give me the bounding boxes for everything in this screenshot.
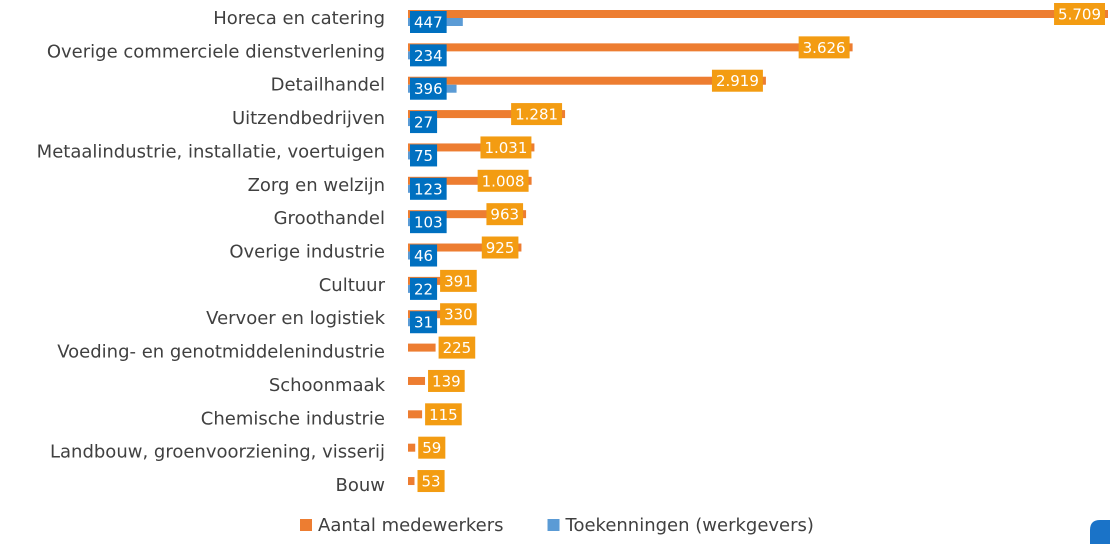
data-label: 2.919 [716, 72, 759, 90]
category-label: Zorg en welzijn [248, 175, 385, 196]
data-label: 75 [414, 147, 433, 165]
data-label-box [511, 103, 563, 126]
category-label: Bouw [336, 475, 386, 496]
data-label: 115 [429, 406, 458, 424]
category-label: Metaalindustrie, installatie, voertuigen [37, 141, 385, 162]
data-label-box [486, 203, 524, 226]
bar [408, 143, 535, 152]
data-label: 27 [414, 114, 433, 132]
data-label: 139 [432, 372, 461, 390]
bar [408, 176, 532, 185]
bar [408, 443, 416, 452]
bar [408, 284, 411, 293]
data-label: 963 [490, 206, 519, 224]
category-label: Landbouw, groenvoorziening, visserij [50, 442, 385, 463]
data-label: 447 [414, 14, 443, 32]
category-label: Groothandel [274, 208, 385, 229]
category-label: Overige industrie [229, 242, 385, 263]
data-label: 391 [444, 272, 473, 290]
data-label-box [410, 244, 438, 267]
data-label-box [711, 69, 763, 92]
data-label-box [410, 44, 447, 67]
data-label-box [410, 277, 438, 300]
category-label: Vervoer en logistiek [206, 308, 385, 329]
bar [408, 410, 423, 419]
data-label: 59 [422, 439, 441, 457]
data-label: 46 [414, 247, 433, 265]
bar [408, 43, 853, 52]
category-label: Chemische industrie [201, 408, 385, 429]
legend-swatch [547, 519, 560, 531]
bar [408, 376, 426, 385]
data-label: 225 [443, 339, 472, 357]
data-label: 1.008 [482, 172, 525, 190]
data-label: 31 [414, 314, 433, 332]
data-label: 3.626 [803, 39, 846, 57]
bar [408, 343, 436, 352]
data-label-box [428, 369, 465, 392]
category-label: Schoonmaak [269, 375, 386, 396]
legend-label: Aantal medewerkers [318, 515, 504, 536]
category-label: Voeding- en genotmiddelenindustrie [57, 342, 385, 363]
data-label: 22 [414, 280, 433, 298]
category-label: Uitzendbedrijven [232, 108, 385, 129]
bar [408, 477, 415, 486]
category-label: Horeca en catering [213, 8, 385, 29]
data-label-box [481, 236, 519, 259]
data-label-box [425, 403, 462, 426]
data-label-box [410, 11, 447, 33]
data-label: 53 [421, 473, 440, 491]
bar [408, 210, 527, 219]
data-label: 5.709 [1058, 6, 1101, 24]
data-label-box [410, 211, 447, 234]
data-label: 1.031 [484, 139, 527, 157]
data-label-box [438, 336, 476, 359]
legend-label: Toekenningen (werkgevers) [565, 515, 814, 536]
data-label-box [798, 36, 850, 59]
data-label-box [440, 303, 477, 326]
bar [408, 118, 412, 127]
data-label: 396 [414, 80, 443, 98]
category-label: Overige commerciele dienstverlening [47, 41, 385, 62]
bar [408, 110, 566, 119]
bar [408, 318, 412, 327]
data-label-box [480, 136, 532, 159]
category-label: Cultuur [319, 275, 386, 296]
data-label-box [410, 144, 438, 167]
data-label: 103 [414, 214, 443, 232]
data-label: 330 [444, 306, 473, 324]
data-label: 123 [414, 180, 443, 198]
bar [408, 243, 522, 252]
data-label: 234 [414, 47, 443, 65]
data-label-box [417, 470, 445, 493]
data-label-box [477, 169, 529, 192]
legend-swatch [300, 519, 312, 531]
bar [408, 76, 766, 85]
data-label-box [410, 77, 447, 100]
data-label: 1.281 [515, 106, 558, 124]
category-label: Detailhandel [271, 75, 385, 96]
data-label-box [410, 177, 447, 200]
data-label-box [410, 311, 438, 334]
data-label-box [418, 436, 446, 459]
data-label: 925 [486, 239, 515, 257]
data-label-box [440, 269, 477, 292]
bar [408, 10, 1108, 18]
data-label-box [410, 111, 438, 134]
data-label-box [1054, 3, 1105, 25]
corner-icon [1090, 520, 1110, 544]
